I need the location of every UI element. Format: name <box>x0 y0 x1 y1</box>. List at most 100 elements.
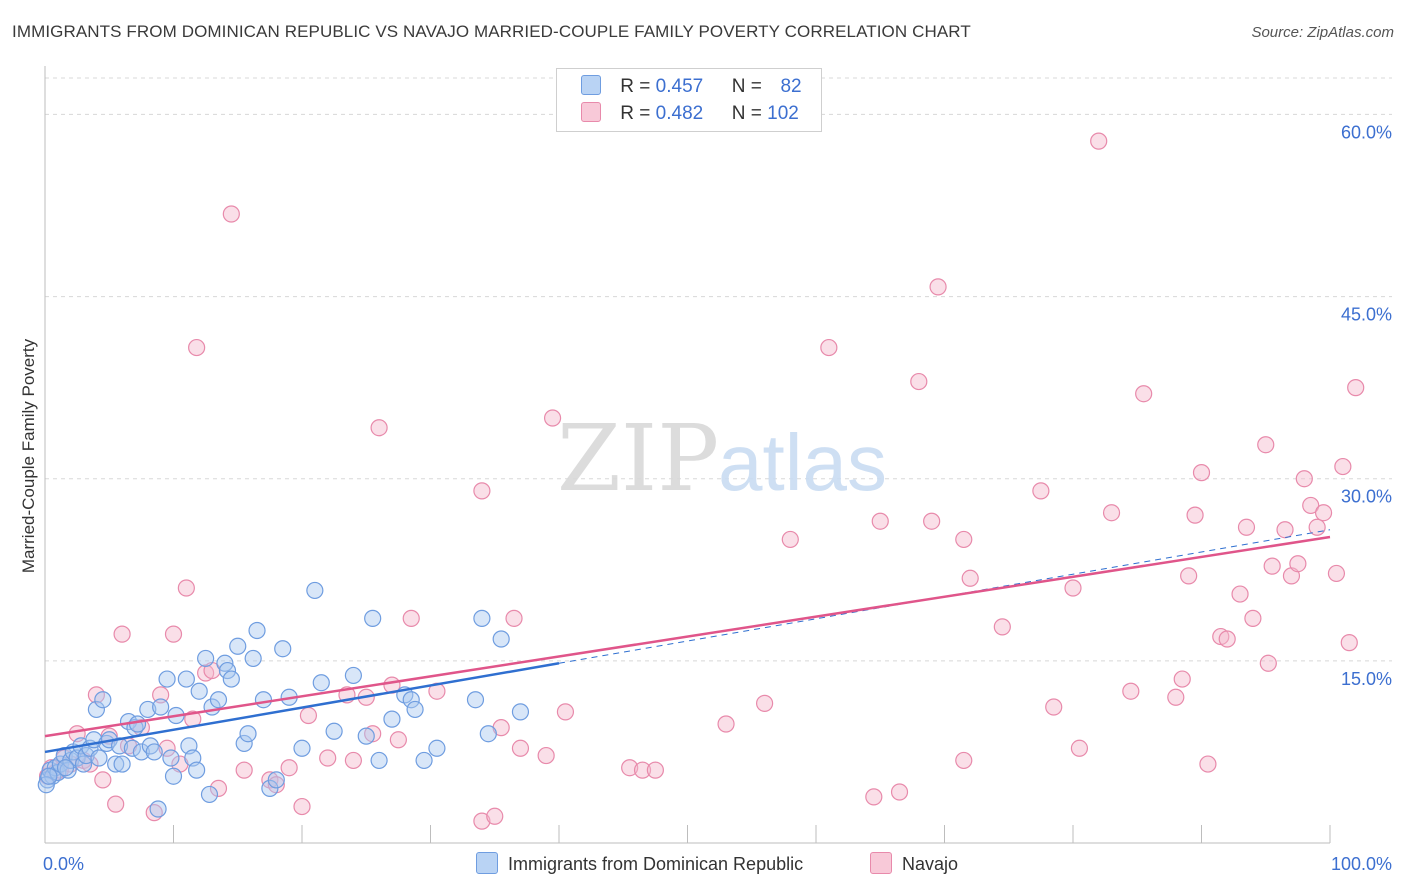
data-point <box>209 779 228 797</box>
data-point <box>781 530 799 549</box>
data-point <box>406 700 424 719</box>
data-point <box>113 755 131 773</box>
correlation-legend: R = 0.457 N = 82 R = 0.482 N = 102 <box>556 68 822 132</box>
data-point <box>1259 654 1277 672</box>
data-point <box>325 722 343 740</box>
data-point <box>755 694 774 712</box>
data-point <box>293 739 311 757</box>
data-point <box>910 372 928 391</box>
data-point <box>222 670 240 688</box>
data-point <box>1289 555 1307 573</box>
data-point <box>383 710 401 728</box>
chart-source: Source: ZipAtlas.com <box>1251 24 1394 41</box>
data-point <box>145 743 163 761</box>
data-point <box>87 700 106 719</box>
data-point <box>1237 518 1256 536</box>
data-point <box>511 739 530 757</box>
legend-r-label: R = <box>620 76 651 97</box>
trend-lines <box>44 529 1331 754</box>
data-point <box>152 686 170 704</box>
data-point <box>200 785 219 804</box>
data-point <box>1032 482 1050 500</box>
legend-n-label: N = <box>731 103 762 124</box>
data-point <box>312 674 330 692</box>
trend-line-dominican <box>44 662 560 754</box>
data-point <box>923 512 941 530</box>
legend-row-dominican: R = 0.457 N = 82 <box>581 75 802 99</box>
data-point <box>158 739 176 757</box>
data-point <box>389 731 407 749</box>
legend-n-value: 82 <box>780 76 802 97</box>
legend-swatch-blue <box>581 75 601 95</box>
data-point <box>158 670 176 688</box>
bottom-legend-swatch-pink <box>870 852 892 874</box>
data-point <box>486 807 504 825</box>
data-point <box>820 338 838 357</box>
data-point <box>402 691 420 709</box>
data-point <box>229 637 247 655</box>
data-point <box>344 666 362 685</box>
data-point <box>865 788 883 806</box>
bottom-legend-label: Immigrants from Dominican Republic <box>508 854 804 874</box>
data-point <box>90 749 108 767</box>
data-point <box>59 761 77 779</box>
bottom-legend-label: Navajo <box>902 854 959 874</box>
data-point <box>235 734 253 753</box>
data-point <box>56 759 75 777</box>
y-tick-label: 30.0% <box>1341 487 1392 507</box>
data-point <box>1327 564 1346 583</box>
data-point <box>123 739 141 757</box>
data-point <box>209 691 228 709</box>
data-point <box>149 800 167 818</box>
data-point <box>621 759 639 777</box>
data-point <box>132 743 150 761</box>
data-point <box>492 630 510 648</box>
data-point <box>929 278 947 296</box>
data-point <box>218 661 237 680</box>
data-point <box>1263 557 1281 575</box>
data-point <box>1334 457 1352 476</box>
data-point <box>188 338 206 357</box>
data-point <box>40 767 58 785</box>
data-point <box>299 706 318 725</box>
data-point <box>415 751 433 770</box>
data-point <box>473 812 491 830</box>
data-point <box>1135 385 1153 403</box>
watermark: ZIP atlas <box>557 405 887 512</box>
data-point <box>280 759 298 777</box>
data-point <box>306 581 324 600</box>
data-point <box>1199 755 1217 773</box>
bottom-legend-swatch-blue <box>476 852 498 874</box>
axes <box>44 66 1331 844</box>
data-point <box>1302 496 1320 515</box>
data-point <box>1070 739 1089 757</box>
bottom-legend-dominican: Immigrants from Dominican Republic <box>476 852 803 875</box>
data-point <box>357 727 375 745</box>
data-point <box>190 682 208 700</box>
data-point <box>473 482 491 500</box>
legend-r-value: 0.482 <box>655 103 704 124</box>
data-point <box>197 649 215 668</box>
data-point <box>1244 609 1262 627</box>
tick-labels: 15.0% 30.0% 45.0% 60.0% 0.0% 100.0% <box>43 122 1392 874</box>
legend-r-label: R = <box>620 103 651 124</box>
data-point <box>1180 567 1198 585</box>
trend-line-dominican-extension <box>558 529 1331 664</box>
watermark-zip: ZIP <box>557 405 719 512</box>
data-point <box>511 703 530 721</box>
dominican-points <box>37 581 530 818</box>
data-point <box>274 640 292 658</box>
y-axis-label: Married-Couple Family Poverty <box>19 338 38 573</box>
data-point <box>1102 504 1121 522</box>
data-point <box>344 751 362 770</box>
data-point <box>319 749 337 767</box>
data-point <box>177 670 195 688</box>
data-point <box>1045 698 1063 716</box>
data-point <box>188 761 206 779</box>
data-point <box>152 698 170 716</box>
data-point <box>1122 682 1140 700</box>
data-point <box>537 746 555 765</box>
y-tick-label: 15.0% <box>1341 669 1392 689</box>
data-point <box>646 761 664 779</box>
